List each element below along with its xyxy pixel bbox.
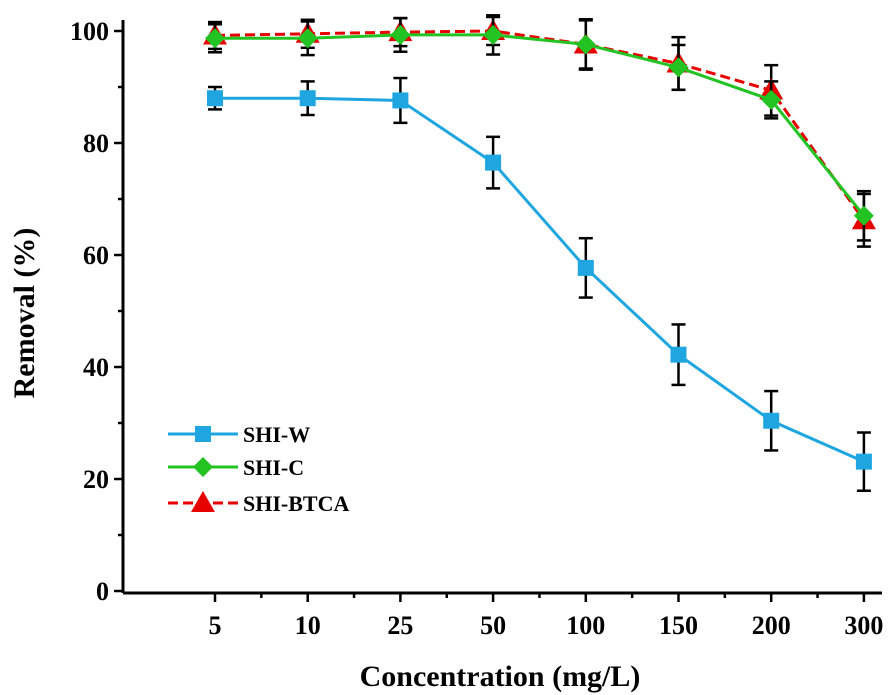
series-shi-btca: [203, 15, 876, 248]
data-point: [392, 92, 409, 109]
data-point: [483, 24, 504, 45]
data-point: [207, 90, 223, 107]
data-point: [853, 205, 874, 226]
y-tick-label: 20: [83, 465, 109, 494]
series-layer: [203, 14, 876, 493]
legend-label: SHI-BTCA: [243, 491, 349, 516]
data-point: [205, 28, 225, 49]
data-point: [297, 28, 318, 49]
series-line: [215, 96, 865, 464]
x-tick-label: 25: [387, 611, 413, 640]
legend-label: SHI-W: [243, 422, 310, 447]
series-shi-w: [207, 76, 872, 493]
legend: SHI-W SHI-C SHI-BTCA: [168, 422, 349, 516]
data-point: [855, 453, 872, 470]
y-tick-label: 80: [83, 129, 109, 158]
x-tick-label: 200: [752, 611, 791, 640]
data-point: [577, 259, 594, 276]
x-tick-label: 150: [659, 611, 698, 640]
legend-marker: [195, 426, 211, 442]
x-tick-label: 50: [480, 611, 506, 640]
legend-item-shi-c: SHI-C: [168, 455, 304, 480]
legend-marker: [193, 457, 213, 477]
y-tick-label: 100: [70, 17, 109, 46]
data-point: [670, 346, 687, 363]
data-point: [390, 24, 411, 45]
axes: [121, 20, 882, 595]
legend-marker: [191, 491, 215, 512]
legend-item-shi-w: SHI-W: [168, 422, 310, 447]
data-point: [575, 34, 596, 55]
legend-label: SHI-C: [243, 455, 304, 480]
y-tick-label: 0: [96, 577, 109, 606]
data-point: [299, 90, 316, 107]
y-tick-label: 40: [83, 353, 109, 382]
data-point: [485, 154, 502, 171]
x-axis-title: Concentration (mg/L): [360, 660, 641, 693]
series-line: [215, 33, 866, 217]
ticks: 0 20 40 60 80 100 5 10 25 50 100 150 200 300: [70, 17, 883, 640]
x-tick-label: 10: [295, 611, 321, 640]
series-line: [214, 29, 866, 222]
y-axis-title: Removal (%): [8, 228, 41, 399]
data-point: [763, 412, 780, 429]
x-tick-label: 300: [844, 611, 883, 640]
x-tick-label: 5: [209, 611, 222, 640]
y-tick-label: 60: [83, 241, 109, 270]
data-point: [668, 57, 689, 78]
legend-item-shi-btca: SHI-BTCA: [168, 491, 349, 516]
x-tick-label: 100: [566, 611, 605, 640]
series-shi-c: [205, 14, 874, 242]
data-point: [761, 89, 782, 110]
